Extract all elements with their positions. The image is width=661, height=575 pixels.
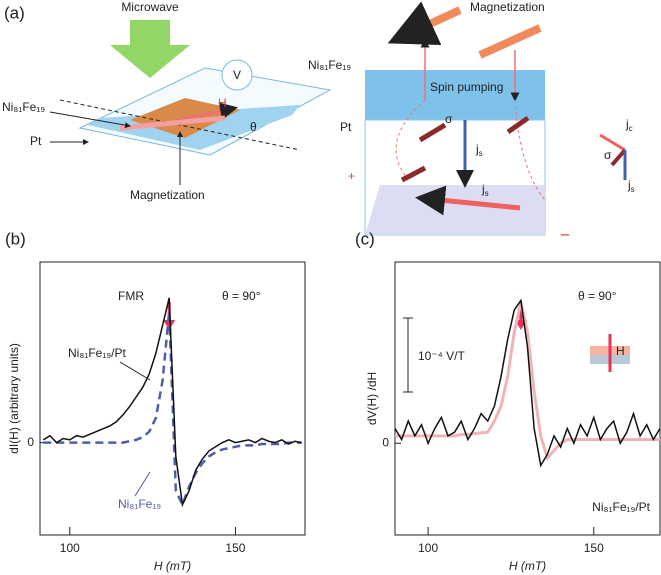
y-axis-label: dV(H) /dH	[365, 372, 379, 425]
plot-frame	[394, 261, 661, 536]
plot-frame	[39, 261, 306, 536]
leader	[119, 361, 151, 381]
series-line	[42, 297, 302, 508]
voltmeter	[221, 59, 253, 91]
setup-diagram: (a) Microwave V H θ Ni₈₁Fe₁₉ Pt Magnetiz…	[2, 0, 332, 202]
label: Microwave	[121, 0, 179, 14]
x-tick-label: 150	[225, 541, 245, 555]
fmr-arrow-head	[163, 320, 176, 330]
microwave-arrow	[110, 20, 190, 78]
label: Magnetization	[130, 188, 205, 202]
series-label: Ni₈₁Fe₁₉	[118, 497, 161, 511]
arrow	[514, 99, 546, 201]
spin-pumping-diagram: Magnetization Ni₈₁Fe₁₉ Spin pumping Pt σ…	[308, 0, 635, 244]
label: −	[560, 225, 570, 244]
x-axis-label: H (mT)	[154, 559, 191, 573]
label: σ	[604, 148, 612, 162]
y-tick-label: 0	[27, 435, 34, 449]
y-tick-label: 0	[382, 435, 389, 449]
label: jc	[625, 117, 633, 133]
label: Pt	[340, 120, 352, 134]
spin-arrow	[418, 122, 447, 143]
charge-arrow	[415, 185, 521, 216]
arrow	[395, 99, 426, 176]
label: js	[475, 142, 483, 158]
label: Spin pumping	[430, 80, 503, 94]
annotation: H	[616, 344, 625, 358]
annotation: 10⁻⁴ V/T	[418, 349, 466, 363]
precession-arrow	[478, 24, 542, 59]
label: Ni₈₁Fe₁₉	[308, 58, 351, 72]
x-tick-label: 150	[584, 541, 604, 555]
y-axis-label: dI(H) (arbitrary units)	[7, 343, 21, 454]
annotation: FMR	[118, 289, 144, 303]
label: Magnetization	[470, 0, 545, 14]
panel-label: (b)	[5, 229, 26, 248]
panel-label: (c)	[355, 229, 375, 248]
label: Pt	[30, 134, 42, 148]
annotation: θ = 90°	[222, 289, 261, 303]
label: σ	[445, 112, 453, 126]
annotation: θ = 90°	[578, 289, 617, 303]
panel-label: (a)	[4, 3, 25, 22]
pt-bottom	[365, 185, 545, 235]
series-line	[394, 298, 661, 468]
leader	[49, 111, 131, 129]
leader	[134, 471, 151, 497]
label: Ni₈₁Fe₁₉	[2, 100, 45, 114]
label: θ	[250, 120, 257, 134]
x-tick-label: 100	[418, 541, 438, 555]
arrow	[610, 148, 627, 167]
arrow	[599, 133, 626, 152]
series-line	[43, 311, 302, 508]
series-line	[395, 302, 660, 462]
dashed-axis	[59, 99, 301, 151]
label: +	[348, 169, 355, 183]
magnetization-arrow	[119, 115, 226, 131]
spin-arrow	[400, 165, 427, 183]
label: js	[481, 182, 489, 198]
x-tick-label: 100	[60, 541, 80, 555]
label: V	[233, 68, 241, 82]
spin-arrow	[506, 115, 530, 135]
series-label: Ni₈₁Fe₁₉/Pt	[592, 500, 651, 514]
label: js	[627, 178, 635, 194]
x-axis-label: H (mT)	[509, 559, 546, 573]
permalloy-layer	[365, 70, 545, 120]
series-label: Ni₈₁Fe₁₉/Pt	[68, 346, 127, 360]
label: H	[218, 96, 227, 110]
precession-arrow	[387, 1, 462, 46]
